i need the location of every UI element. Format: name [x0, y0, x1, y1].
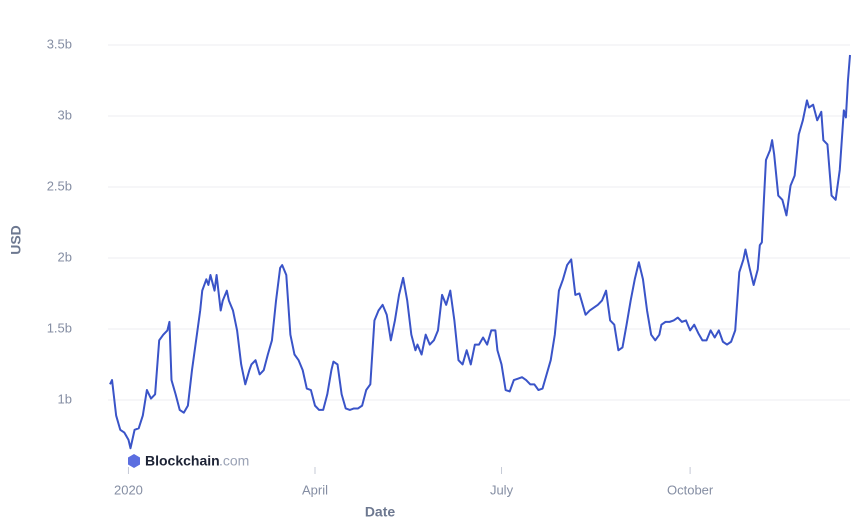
y-tick-label: 2.5b [47, 178, 72, 193]
y-tick-label: 1.5b [47, 320, 72, 335]
x-tick-label: July [490, 482, 514, 497]
y-tick-label: 1b [58, 391, 72, 406]
x-tick-label: 2020 [114, 482, 143, 497]
y-tick-label: 2b [58, 249, 72, 264]
watermark-logo [128, 454, 140, 468]
y-tick-label: 3b [58, 107, 72, 122]
x-tick-label: October [667, 482, 714, 497]
x-tick-label: April [302, 482, 328, 497]
data-line [109, 54, 851, 450]
y-tick-label: 3.5b [47, 36, 72, 51]
x-axis-title: Date [365, 504, 396, 520]
y-axis-title: USD [8, 225, 24, 255]
watermark: Blockchain .com [128, 453, 249, 469]
watermark-brand: Blockchain [145, 453, 220, 469]
watermark-suffix: .com [219, 453, 249, 469]
